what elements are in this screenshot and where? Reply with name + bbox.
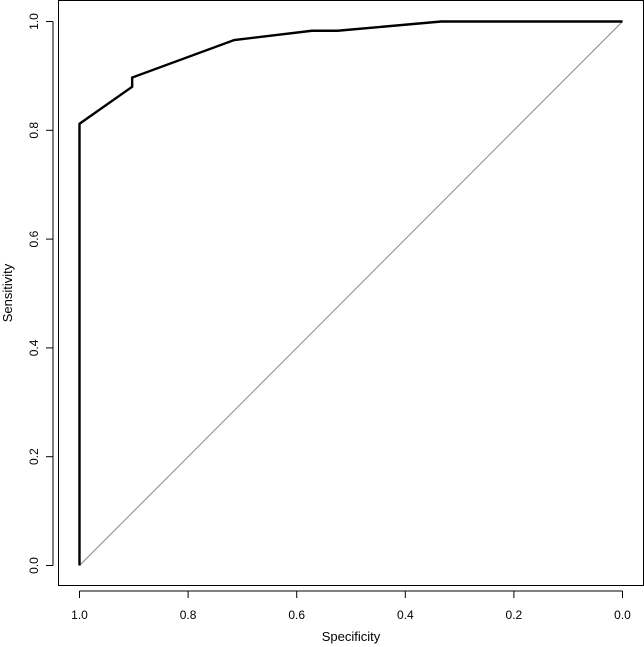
y-tick-label: 0.0 [27,557,41,574]
x-tick-label: 0.4 [397,608,414,622]
y-axis-title: Sensitivity [0,263,15,322]
x-tick-label: 0.0 [614,608,631,622]
reference-diagonal-line [79,21,623,566]
y-tick-label: 1.0 [27,13,41,30]
x-tick-label: 1.0 [71,608,88,622]
x-tick-label: 0.2 [506,608,523,622]
x-tick-label: 0.6 [288,608,305,622]
roc-curve-line [78,20,623,566]
y-tick-label: 0.2 [27,448,41,465]
y-tick-label: 0.8 [27,122,41,139]
x-axis-title: Specificity [322,629,381,644]
y-tick-label: 0.6 [27,230,41,247]
x-tick-label: 0.8 [180,608,197,622]
y-tick-label: 0.4 [27,339,41,356]
